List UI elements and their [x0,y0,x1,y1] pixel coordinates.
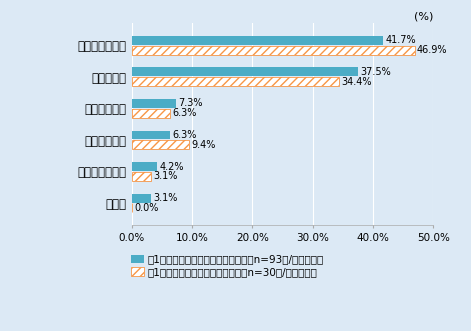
Bar [132,109,170,118]
Bar [132,194,151,203]
Text: 6.3%: 6.3% [172,130,197,140]
Bar [132,77,339,86]
Bar [132,68,358,76]
Bar [132,46,414,55]
Text: 34.4%: 34.4% [341,77,372,87]
Text: 3.1%: 3.1% [153,171,178,181]
Bar [132,99,176,108]
Text: (%): (%) [414,11,433,21]
Text: 9.4%: 9.4% [191,140,215,150]
Bar [132,77,339,86]
Bar [132,109,170,118]
Bar [132,140,188,149]
Text: 46.9%: 46.9% [417,45,447,55]
Text: 41.7%: 41.7% [386,35,416,45]
Text: 3.1%: 3.1% [153,193,178,203]
Text: 4.2%: 4.2% [160,162,184,171]
Bar [132,131,170,139]
Bar [132,140,188,149]
Bar [132,172,151,181]
Text: 0.0%: 0.0% [134,203,159,213]
Bar [132,46,414,55]
Bar [132,172,151,181]
Text: 7.3%: 7.3% [179,98,203,109]
Bar [132,36,383,45]
Legend: 図1でマイナスの影響と回答した先（n=93社/複数回答）, 図1でプラスの影響と回答した先（n=30社/複数回答）: 図1でマイナスの影響と回答した先（n=93社/複数回答）, 図1でプラスの影響と… [131,255,324,277]
Text: 37.5%: 37.5% [360,67,391,77]
Bar [132,162,157,171]
Text: 6.3%: 6.3% [172,108,197,118]
